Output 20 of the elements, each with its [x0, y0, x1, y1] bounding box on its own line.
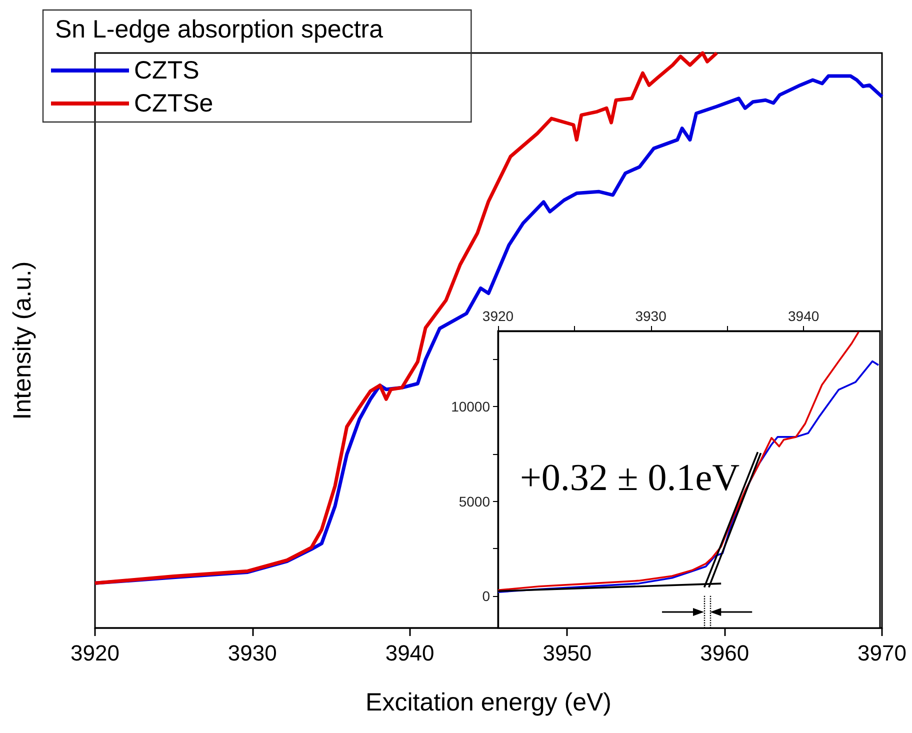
line-series [497, 360, 880, 593]
x-tick-label: 3930 [635, 308, 667, 324]
y-tick-label: 5000 [458, 493, 490, 510]
annotation: +0.32 ± 0.1eV [520, 457, 740, 499]
y-tick-label: 0 [482, 588, 490, 604]
x-tick-label: 3970 [858, 640, 906, 666]
legend-label: CZTS [134, 56, 200, 84]
x-tick-label: 3940 [385, 640, 434, 666]
x-tick-label: 3920 [482, 308, 514, 324]
legend-label: CZTSe [134, 90, 214, 118]
x-tick-label: 3940 [788, 308, 820, 324]
y-tick-label: 10000 [451, 398, 490, 415]
x-tick-label: 3930 [228, 640, 277, 666]
legend-title: Sn L-edge absorption spectra [55, 16, 384, 44]
x-tick-label: 3920 [70, 640, 120, 666]
x-tick-label: 3960 [700, 640, 750, 666]
x-tick-label: 3950 [542, 640, 592, 666]
line-series [497, 331, 860, 592]
y-axis-title: Intensity (a.u.) [8, 261, 36, 420]
x-axis-title: Excitation energy (eV) [366, 688, 612, 716]
